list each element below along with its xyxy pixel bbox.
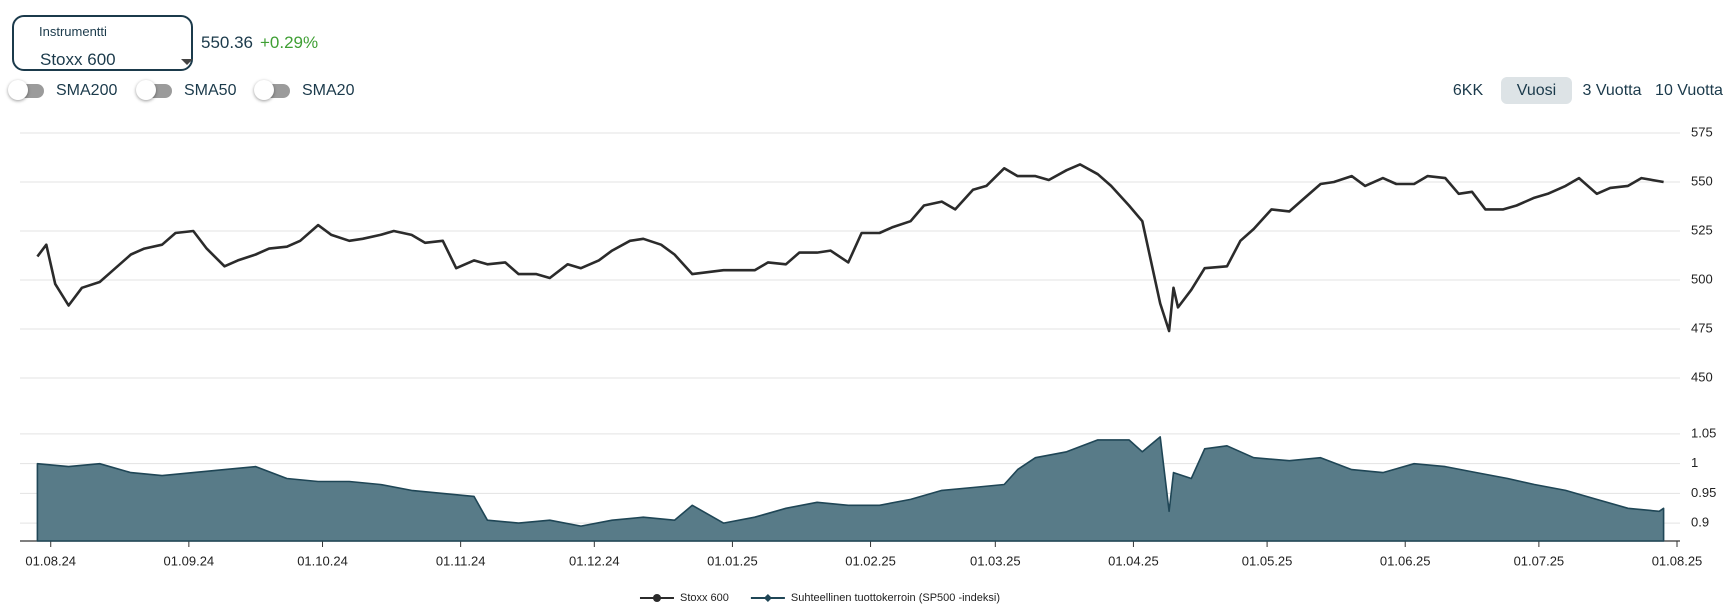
x-tick-label: 01.05.25	[1242, 553, 1293, 568]
y-tick-label: 550	[1691, 173, 1713, 188]
x-tick-label: 01.01.25	[707, 553, 758, 568]
price-change: +0.29%	[260, 33, 319, 52]
x-tick-label: 01.11.24	[436, 553, 486, 568]
x-tick-label: 01.10.24	[297, 553, 348, 568]
y-tick-label: 1.05	[1691, 425, 1716, 440]
x-tick-label: 01.08.25	[1652, 553, 1703, 568]
x-tick-label: 01.12.24	[569, 553, 620, 568]
legend-item[interactable]: Stoxx 600	[639, 592, 729, 604]
y-tick-label: 0.95	[1691, 485, 1716, 500]
toggle-label: SMA50	[184, 82, 237, 99]
select-caret	[181, 59, 193, 65]
instrument-select[interactable]: Instrumentti Stoxx 600	[12, 15, 193, 71]
legend-label: Stoxx 600	[680, 592, 729, 604]
legend-marker	[763, 594, 772, 602]
legend-marker	[652, 594, 661, 602]
price-line	[36, 163, 1664, 333]
x-tick-label: 01.03.25	[970, 553, 1021, 568]
legend-label: Suhteellinen tuottokerroin (SP500 -indek…	[791, 592, 1000, 604]
y-tick-label: 575	[1691, 124, 1713, 139]
select-label: Instrumentti	[36, 24, 110, 39]
y-tick-label: 500	[1691, 271, 1713, 286]
range-button[interactable]: 3 Vuotta	[1582, 82, 1642, 99]
legend-item[interactable]: Suhteellinen tuottokerroin (SP500 -indek…	[750, 592, 1000, 604]
toggle-knob	[8, 80, 28, 100]
price: 550.36	[201, 33, 253, 52]
x-tick-label: 01.06.25	[1380, 553, 1431, 568]
x-tick-label: 01.09.24	[164, 553, 215, 568]
y-tick-label: 0.9	[1691, 515, 1709, 530]
range-button[interactable]: 6KK	[1452, 82, 1484, 99]
x-tick-label: 01.02.25	[845, 553, 896, 568]
x-tick-label: 01.07.25	[1514, 553, 1565, 568]
toggle-label: SMA200	[56, 82, 118, 99]
legend: Stoxx 600 Suhteellinen tuottokerroin (SP5…	[639, 592, 1000, 604]
range-button[interactable]: Vuosi	[1501, 77, 1572, 104]
select-value: Stoxx 600	[40, 50, 116, 69]
y-tick-label: 525	[1691, 222, 1713, 237]
y-tick-label: 1	[1691, 455, 1698, 470]
ratio-area	[36, 436, 1665, 542]
x-tick-label: 01.04.25	[1108, 553, 1159, 568]
toggle-knob	[254, 80, 274, 100]
y-tick-label: 450	[1691, 369, 1713, 384]
x-tick-label: 01.08.24	[25, 553, 76, 568]
toggle-knob	[136, 80, 156, 100]
y-tick-label: 475	[1691, 320, 1713, 335]
range-button[interactable]: 10 Vuotta	[1655, 82, 1723, 99]
toggle-label: SMA20	[302, 82, 355, 99]
